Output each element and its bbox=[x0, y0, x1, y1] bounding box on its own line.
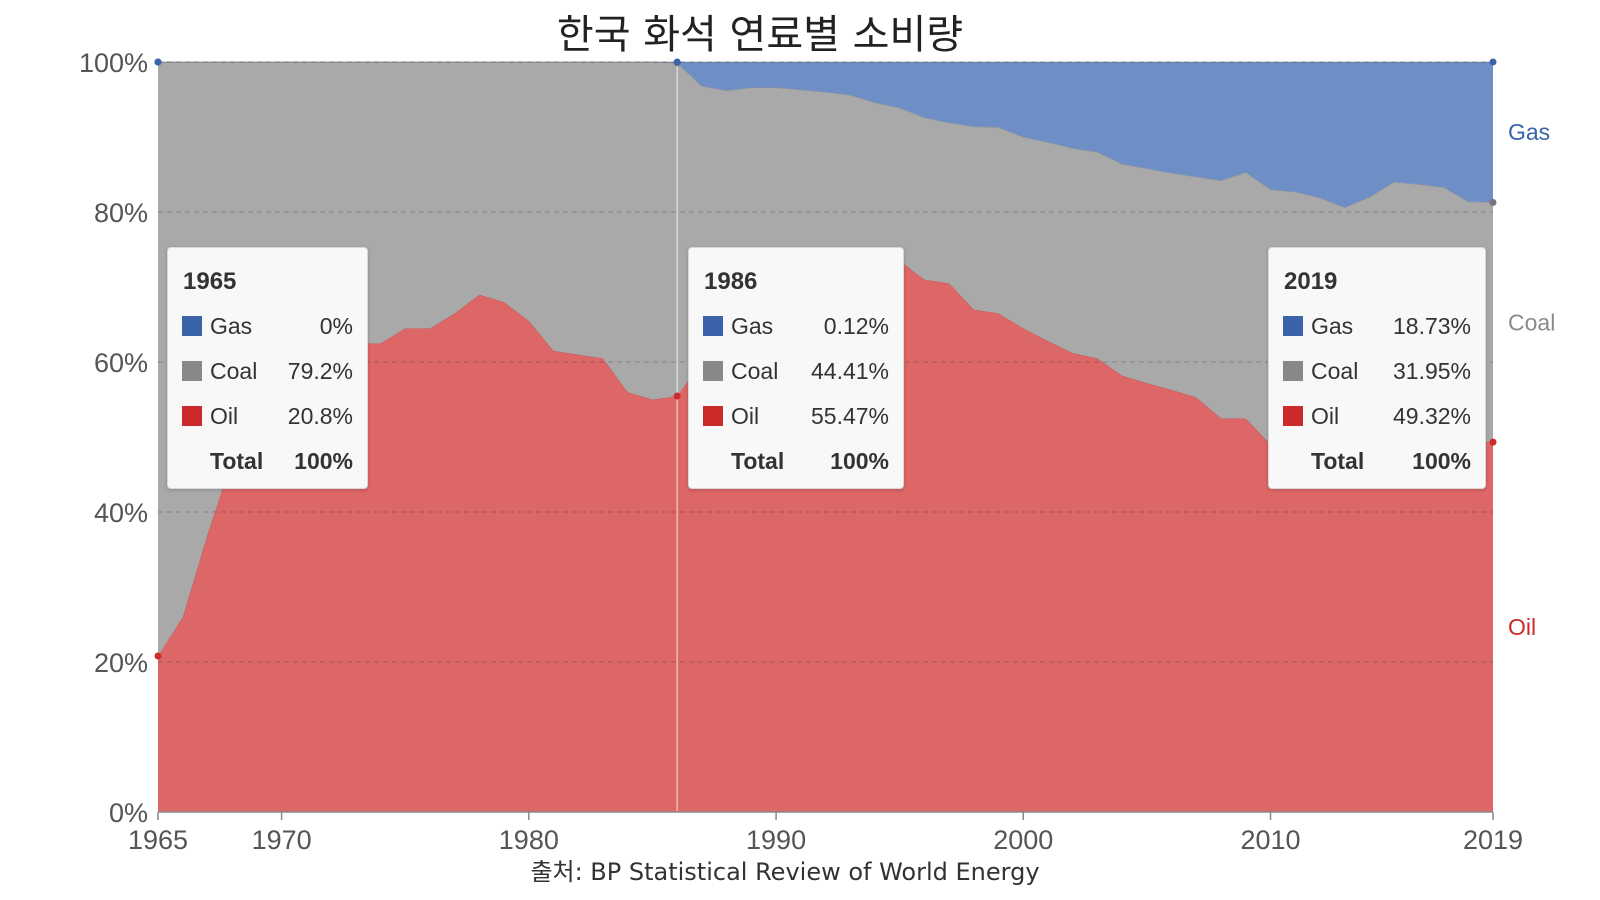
point-oil-2019 bbox=[1489, 438, 1497, 446]
point-gas-2019 bbox=[1489, 58, 1497, 66]
tooltip-row-oil: Oil 55.47% bbox=[703, 401, 889, 431]
legend-swatch bbox=[703, 361, 723, 381]
tooltip-series-value: 44.41% bbox=[810, 358, 889, 384]
legend-swatch bbox=[1283, 361, 1303, 381]
tooltip-total-value: 100% bbox=[1412, 448, 1471, 474]
point-gas-1965 bbox=[154, 58, 162, 66]
tooltip-row-gas: Gas 18.73% bbox=[1283, 311, 1471, 341]
tooltip-row-coal: Coal 31.95% bbox=[1283, 356, 1471, 386]
chart-source: 출처: BP Statistical Review of World Energ… bbox=[530, 858, 1040, 886]
x-tick-label: 1970 bbox=[252, 825, 312, 855]
tooltip-series-value: 49.32% bbox=[1392, 403, 1471, 429]
tooltip-series-value: 79.2% bbox=[287, 358, 353, 384]
tooltip-series-name: Coal bbox=[210, 358, 258, 384]
area-coal bbox=[158, 62, 1493, 656]
tooltip-total-row: Total 100% bbox=[703, 446, 889, 476]
tooltip-row-coal: Coal 44.41% bbox=[703, 356, 889, 386]
x-tick-label: 2019 bbox=[1463, 825, 1523, 855]
tooltip-year: 1965 bbox=[183, 268, 237, 295]
chart-title: 한국 화석 연료별 소비량 bbox=[556, 12, 964, 58]
y-tick-label: 100% bbox=[79, 48, 148, 78]
tooltip-total-row: Total 100% bbox=[1283, 446, 1471, 476]
x-tick-label: 2000 bbox=[993, 825, 1053, 855]
tooltip-series-value: 20.8% bbox=[287, 403, 353, 429]
area-gas bbox=[158, 62, 1493, 208]
y-tick-label: 20% bbox=[94, 648, 148, 678]
tooltip-total-label: Total bbox=[1311, 448, 1365, 474]
tooltip-total-label: Total bbox=[210, 448, 264, 474]
tooltip-series-value: 18.73% bbox=[1392, 313, 1471, 339]
tooltip-series-value: 0.12% bbox=[823, 313, 889, 339]
tooltip-series-name: Oil bbox=[1311, 403, 1340, 429]
legend-swatch bbox=[182, 406, 202, 426]
x-tick-label: 1980 bbox=[499, 825, 559, 855]
tooltip-series-value: 31.95% bbox=[1392, 358, 1471, 384]
legend-swatch bbox=[703, 406, 723, 426]
tooltip-1986: 1986 Gas 0.12% Coal 44.41% Oil 55.47% Total 100% bbox=[688, 247, 904, 489]
legend-swatch bbox=[1283, 406, 1303, 426]
tooltip-series-value: 0% bbox=[319, 313, 353, 339]
tooltip-series-name: Gas bbox=[1311, 313, 1354, 339]
tooltip-series-name: Coal bbox=[1311, 358, 1359, 384]
y-tick-label: 0% bbox=[109, 798, 148, 828]
tooltip-total-row: Total 100% bbox=[182, 446, 353, 476]
x-tick-label: 2010 bbox=[1240, 825, 1300, 855]
tooltip-series-name: Oil bbox=[210, 403, 239, 429]
y-tick-label: 60% bbox=[94, 348, 148, 378]
y-tick-label: 80% bbox=[94, 198, 148, 228]
tooltip-series-value: 55.47% bbox=[810, 403, 889, 429]
series-label-gas: Gas bbox=[1508, 119, 1550, 145]
point-oil-1965 bbox=[154, 652, 162, 660]
series-label-oil: Oil bbox=[1508, 614, 1536, 640]
tooltip-year: 2019 bbox=[1284, 268, 1338, 295]
series-label-coal: Coal bbox=[1508, 309, 1555, 335]
tooltip-series-name: Oil bbox=[731, 403, 760, 429]
point-oil-1986 bbox=[673, 392, 681, 400]
tooltip-total-value: 100% bbox=[830, 448, 889, 474]
point-gas-1986 bbox=[673, 58, 681, 66]
tooltip-1965: 1965 Gas 0% Coal 79.2% Oil 20.8% Total 100% bbox=[167, 247, 368, 489]
x-tick-label: 1990 bbox=[746, 825, 806, 855]
legend-swatch bbox=[703, 316, 723, 336]
tooltip-row-coal: Coal 79.2% bbox=[182, 356, 353, 386]
area-oil bbox=[158, 260, 1493, 812]
tooltip-series-name: Gas bbox=[210, 313, 253, 339]
tooltip-total-value: 100% bbox=[294, 448, 353, 474]
point-coal-2019 bbox=[1489, 198, 1497, 206]
tooltip-series-name: Gas bbox=[731, 313, 774, 339]
y-tick-label: 40% bbox=[94, 498, 148, 528]
legend-swatch bbox=[182, 361, 202, 381]
tooltip-row-gas: Gas 0% bbox=[182, 311, 353, 341]
tooltip-row-gas: Gas 0.12% bbox=[703, 311, 889, 341]
x-tick-label: 1965 bbox=[128, 825, 188, 855]
legend-swatch bbox=[182, 316, 202, 336]
tooltip-series-name: Coal bbox=[731, 358, 779, 384]
legend-swatch bbox=[1283, 316, 1303, 336]
tooltip-year: 1986 bbox=[704, 268, 758, 295]
tooltip-total-label: Total bbox=[731, 448, 785, 474]
tooltip-row-oil: Oil 20.8% bbox=[182, 401, 353, 431]
tooltip-2019: 2019 Gas 18.73% Coal 31.95% Oil 49.32% Total 100… bbox=[1268, 247, 1486, 489]
tooltip-row-oil: Oil 49.32% bbox=[1283, 401, 1471, 431]
